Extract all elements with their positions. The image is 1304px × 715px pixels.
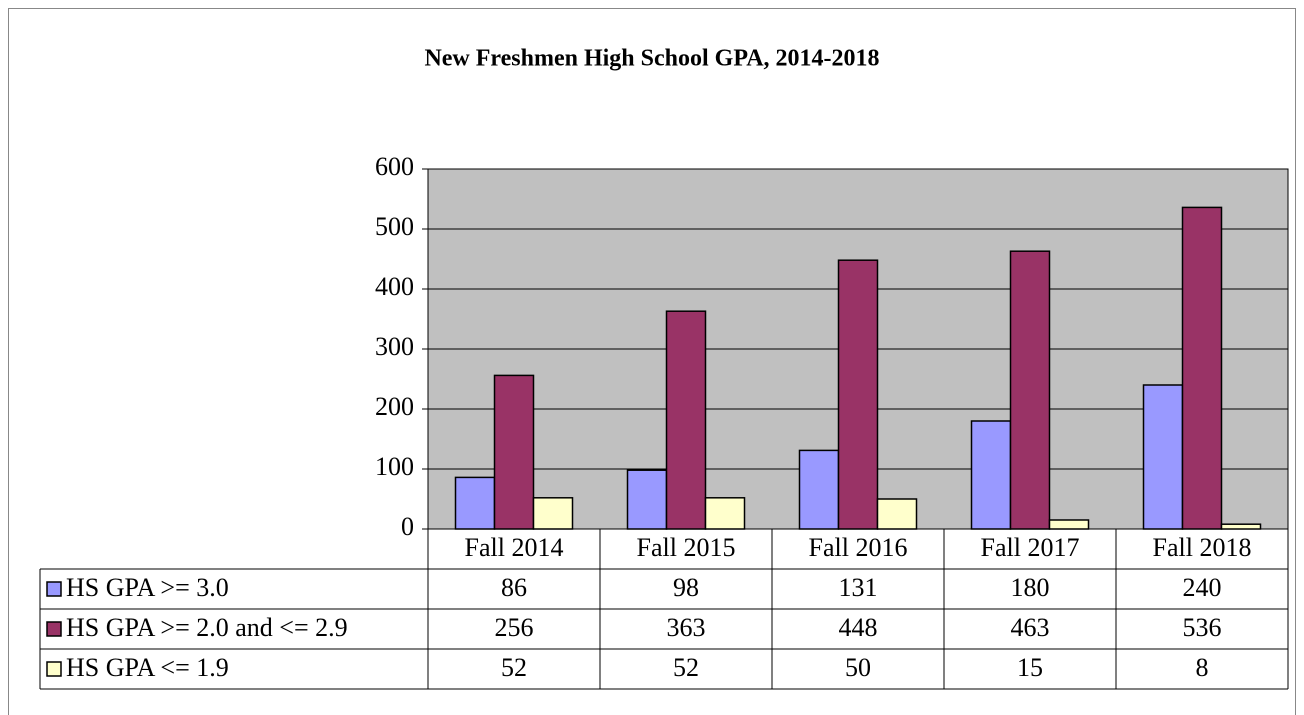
x-tick-label: Fall 2015 [637, 533, 736, 562]
chart-border [8, 8, 1296, 715]
table-value: 86 [501, 573, 527, 602]
bar [1048, 519, 1090, 530]
legend-key [46, 581, 62, 597]
y-tick-label: 500 [375, 212, 414, 241]
y-tick-label: 600 [375, 152, 414, 181]
bar [970, 420, 1012, 530]
bar [454, 476, 496, 530]
x-tick-label: Fall 2018 [1153, 533, 1252, 562]
x-tick-label: Fall 2014 [465, 533, 564, 562]
x-tick-label: Fall 2017 [981, 533, 1080, 562]
table-value: 180 [1011, 573, 1050, 602]
table-value: 536 [1183, 613, 1222, 642]
y-tick-label: 300 [375, 332, 414, 361]
chart-title: New Freshmen High School GPA, 2014-2018 [424, 46, 879, 72]
legend-label: HS GPA >= 3.0 [66, 573, 229, 602]
table-value: 8 [1196, 653, 1209, 682]
y-tick-label: 200 [375, 392, 414, 421]
legend-label: HS GPA >= 2.0 and <= 2.9 [66, 613, 348, 642]
legend-label: HS GPA <= 1.9 [66, 653, 229, 682]
bar [704, 497, 746, 530]
bar [665, 310, 707, 530]
table-value: 52 [673, 653, 699, 682]
table-value: 52 [501, 653, 527, 682]
table-value: 15 [1017, 653, 1043, 682]
bar [493, 374, 535, 530]
bar [837, 259, 879, 530]
table-value: 240 [1183, 573, 1222, 602]
table-value: 448 [839, 613, 878, 642]
table-value: 50 [845, 653, 871, 682]
bar [1009, 250, 1051, 530]
x-tick-label: Fall 2016 [809, 533, 908, 562]
bar [626, 469, 668, 530]
y-tick-label: 100 [375, 452, 414, 481]
table-value: 463 [1011, 613, 1050, 642]
table-value: 98 [673, 573, 699, 602]
bar [532, 497, 574, 530]
table-value: 131 [839, 573, 878, 602]
table-value: 363 [667, 613, 706, 642]
table-value: 256 [495, 613, 534, 642]
bar [1220, 523, 1262, 530]
legend-key [46, 621, 62, 637]
legend-key [46, 661, 62, 677]
bar [798, 449, 840, 530]
bar [1142, 384, 1184, 530]
bar [876, 498, 918, 530]
y-tick-label: 0 [401, 512, 414, 541]
y-tick-label: 400 [375, 272, 414, 301]
bar [1181, 206, 1223, 530]
